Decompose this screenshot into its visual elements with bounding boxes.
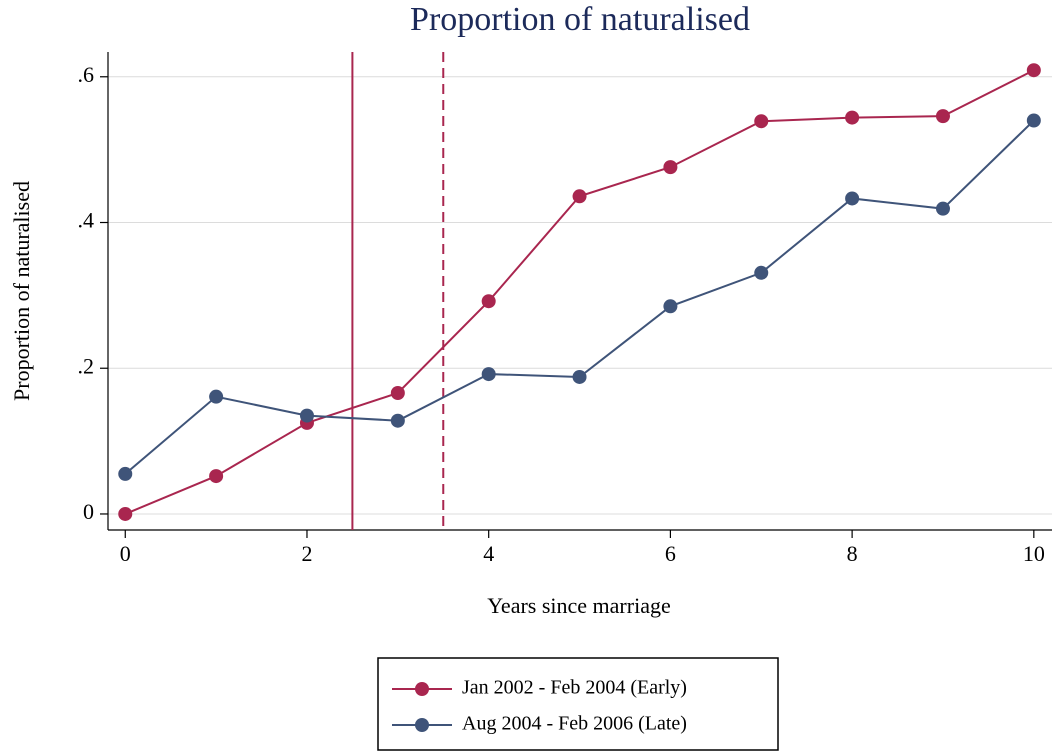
series-line xyxy=(124,69,1035,515)
legend-marker xyxy=(415,682,429,696)
x-axis-label: Years since marriage xyxy=(487,593,670,618)
data-point xyxy=(663,160,678,175)
chart-title: Proportion of naturalised xyxy=(410,1,750,38)
data-point xyxy=(935,201,950,216)
data-point xyxy=(481,294,496,309)
data-point xyxy=(572,369,587,384)
series-line xyxy=(124,119,1035,475)
legend-marker xyxy=(415,718,429,732)
data-point xyxy=(845,110,860,125)
y-tick-label: .2 xyxy=(78,353,95,378)
legend-label: Aug 2004 - Feb 2006 (Late) xyxy=(462,713,687,735)
legend-box xyxy=(377,657,779,751)
data-point xyxy=(572,189,587,204)
x-tick-label: 6 xyxy=(665,541,676,566)
legend-label: Jan 2002 - Feb 2004 (Early) xyxy=(462,677,687,699)
data-point xyxy=(1026,63,1041,78)
y-tick-label: .6 xyxy=(78,62,95,87)
x-tick-label: 0 xyxy=(120,541,131,566)
y-tick-label: 0 xyxy=(83,499,94,524)
x-tick-label: 8 xyxy=(847,541,858,566)
data-point xyxy=(754,114,769,129)
x-tick-label: 4 xyxy=(483,541,494,566)
y-tick-label: .4 xyxy=(78,208,95,233)
data-point xyxy=(663,299,678,314)
y-axis-label: Proportion of naturalised xyxy=(9,181,34,401)
data-point xyxy=(118,506,133,521)
x-tick-label: 2 xyxy=(301,541,312,566)
data-point xyxy=(390,386,405,401)
data-point xyxy=(845,191,860,206)
data-point xyxy=(209,469,224,484)
data-point xyxy=(754,265,769,280)
data-point xyxy=(299,408,314,423)
data-point xyxy=(390,413,405,428)
data-point xyxy=(1026,113,1041,128)
data-point xyxy=(481,367,496,382)
x-tick-label: 10 xyxy=(1023,541,1045,566)
data-point xyxy=(935,109,950,124)
data-point xyxy=(118,466,133,481)
data-point xyxy=(209,389,224,404)
